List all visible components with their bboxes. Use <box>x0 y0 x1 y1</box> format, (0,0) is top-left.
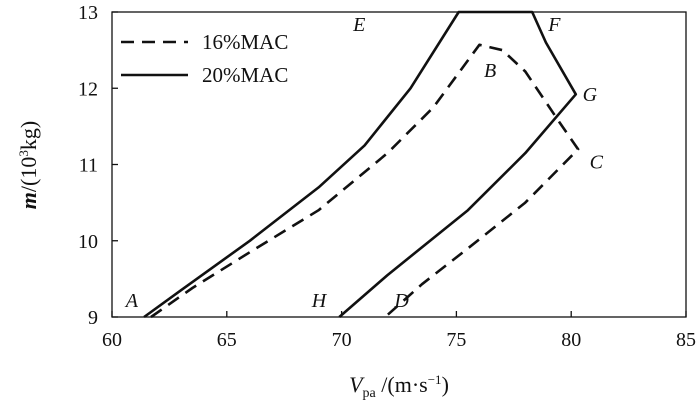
series-layer <box>143 10 580 319</box>
x-tick-label: 80 <box>561 329 581 351</box>
point-label-h: H <box>311 290 328 312</box>
point-label-e: E <box>352 14 365 36</box>
y-tick-label: 9 <box>88 307 98 329</box>
y-axis-label: m/(103kg) <box>16 121 41 209</box>
y-tick-label: 13 <box>78 2 98 24</box>
legend: 16%MAC 20%MAC <box>121 30 288 87</box>
x-tick-label: 85 <box>676 329 696 351</box>
y-tick-label: 10 <box>78 231 98 253</box>
ticks: 60 65 70 75 80 85 9 10 11 12 13 <box>78 2 696 351</box>
x-axis-label: Vpa /(m·s−1) <box>349 372 449 401</box>
x-tick-label: 60 <box>102 329 122 351</box>
series-line-16pct-mac <box>150 43 580 319</box>
point-label-b: B <box>484 60 496 82</box>
point-label-c: C <box>590 151 604 173</box>
point-label-d: D <box>393 290 409 312</box>
x-tick-label: 75 <box>446 329 466 351</box>
y-tick-label: 11 <box>79 155 98 177</box>
x-tick-label: 65 <box>217 329 237 351</box>
point-label-f: F <box>547 14 561 36</box>
point-label-g: G <box>583 84 598 106</box>
x-tick-label: 70 <box>332 329 352 351</box>
legend-label-16mac: 16%MAC <box>202 30 288 54</box>
series-line-20pct-mac <box>143 10 578 319</box>
point-labels: A B C D E F G H <box>124 14 604 312</box>
point-label-a: A <box>124 290 139 312</box>
y-tick-label: 12 <box>78 78 98 100</box>
legend-label-20mac: 20%MAC <box>202 63 288 87</box>
